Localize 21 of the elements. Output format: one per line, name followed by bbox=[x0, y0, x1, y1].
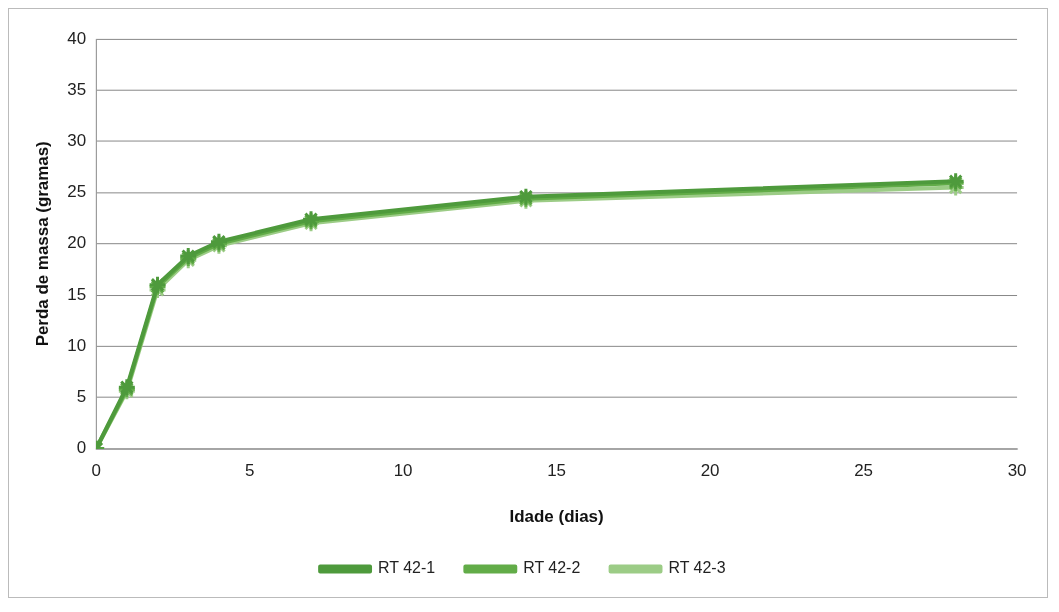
legend-label: RT 42-3 bbox=[668, 559, 726, 577]
y-tick-label: 20 bbox=[67, 233, 87, 253]
y-tick-label: 35 bbox=[67, 79, 87, 99]
x-tick-label: 15 bbox=[547, 460, 567, 480]
y-tick-label: 25 bbox=[67, 182, 87, 202]
x-tick-label: 20 bbox=[700, 460, 720, 480]
x-tick-label: 5 bbox=[244, 460, 255, 480]
legend-label: RT 42-1 bbox=[378, 559, 436, 577]
x-tick-label: 30 bbox=[1007, 460, 1027, 480]
y-tick-label: 30 bbox=[67, 131, 87, 151]
x-tick-label: 25 bbox=[854, 460, 873, 480]
y-tick-label: 5 bbox=[76, 387, 87, 407]
y-tick-label: 15 bbox=[67, 284, 87, 304]
y-tick-label: 40 bbox=[67, 28, 87, 48]
x-tick-label: 0 bbox=[91, 460, 101, 480]
y-tick-label: 10 bbox=[67, 335, 87, 355]
x-tick-label: 10 bbox=[393, 460, 413, 480]
y-axis-title: Perda de massa (gramas) bbox=[32, 141, 52, 347]
x-axis-title: Idade (dias) bbox=[509, 506, 604, 526]
y-tick-label: 0 bbox=[76, 438, 87, 458]
legend-label: RT 42-2 bbox=[523, 559, 581, 577]
